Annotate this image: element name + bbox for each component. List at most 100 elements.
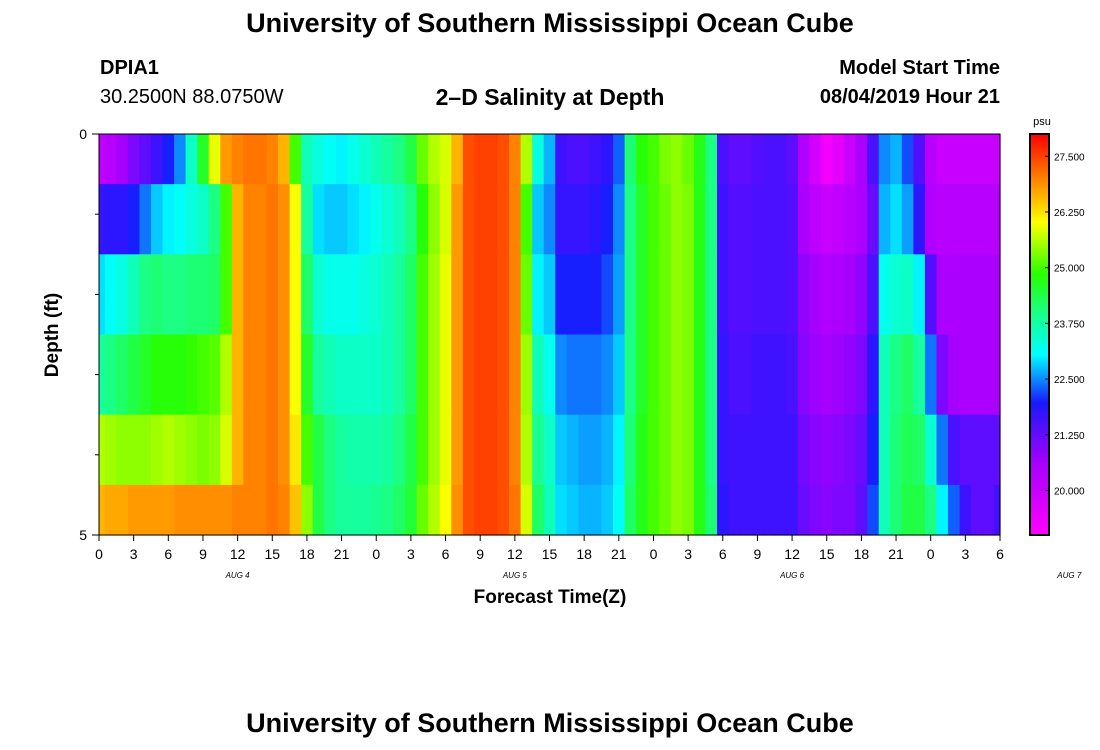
heatmap-cell bbox=[99, 334, 106, 416]
heatmap-cell bbox=[520, 184, 533, 255]
heatmap-cell bbox=[312, 414, 325, 486]
heatmap-cell bbox=[613, 254, 626, 336]
heatmap-cell bbox=[763, 184, 776, 255]
heatmap-cell bbox=[254, 134, 268, 185]
heatmap-cell bbox=[589, 334, 603, 416]
heatmap-cell bbox=[382, 134, 395, 185]
x-tick-label: 6 bbox=[442, 546, 450, 562]
heatmap-cell bbox=[728, 184, 741, 255]
heatmap-cell bbox=[716, 484, 730, 536]
heatmap-cell bbox=[682, 134, 695, 185]
heatmap-cell bbox=[809, 184, 822, 255]
heatmap-cell bbox=[705, 414, 718, 486]
heatmap-cell bbox=[820, 334, 834, 416]
x-tick-label: 12 bbox=[784, 546, 800, 562]
heatmap-cell bbox=[670, 484, 683, 536]
heatmap-cell bbox=[116, 184, 129, 255]
heatmap-cell bbox=[520, 414, 533, 486]
heatmap-cell bbox=[959, 134, 972, 185]
heatmap-cell bbox=[555, 334, 568, 416]
heatmap-cell bbox=[982, 414, 995, 486]
heatmap-cell bbox=[797, 184, 810, 255]
heatmap-cell bbox=[820, 184, 834, 255]
heatmap-cell bbox=[220, 484, 233, 536]
heatmap-cell bbox=[532, 254, 545, 336]
colorbar-tick-label: 25.000 bbox=[1054, 264, 1085, 275]
heatmap-cell bbox=[797, 134, 810, 185]
heatmap-cell bbox=[335, 484, 348, 536]
heatmap-cell bbox=[185, 484, 198, 536]
heatmap-cell bbox=[913, 134, 926, 185]
heatmap-cell bbox=[948, 254, 961, 336]
heatmap-cell bbox=[878, 484, 891, 536]
heatmap-cell bbox=[312, 254, 325, 336]
x-tick-label: 21 bbox=[888, 546, 904, 562]
heatmap-cell bbox=[462, 184, 476, 255]
heatmap-cell bbox=[532, 484, 545, 536]
heatmap-cell bbox=[405, 254, 418, 336]
heatmap-cell bbox=[601, 254, 614, 336]
heatmap-cell bbox=[774, 254, 787, 336]
heatmap-cell bbox=[220, 134, 233, 185]
heatmap-cell bbox=[532, 134, 545, 185]
heatmap-cell bbox=[832, 414, 845, 486]
heatmap-cell bbox=[844, 134, 857, 185]
heatmap-cell bbox=[555, 184, 568, 255]
heatmap-cell bbox=[982, 254, 995, 336]
heatmap-cell bbox=[797, 254, 810, 336]
heatmap-cell bbox=[428, 184, 441, 255]
heatmap-cell bbox=[971, 134, 984, 185]
heatmap-cell bbox=[878, 134, 891, 185]
heatmap-cell bbox=[982, 484, 995, 536]
heatmap-cell bbox=[324, 134, 337, 185]
heatmap-cells bbox=[99, 134, 1001, 536]
heatmap-cell bbox=[104, 254, 117, 336]
heatmap-cell bbox=[982, 334, 995, 416]
x-tick-label: 15 bbox=[264, 546, 280, 562]
heatmap-cell bbox=[543, 334, 556, 416]
heatmap-cell bbox=[566, 414, 579, 486]
heatmap-cell bbox=[855, 254, 868, 336]
heatmap-cell bbox=[971, 334, 984, 416]
heatmap-cell bbox=[370, 184, 383, 255]
x-tick-label: 3 bbox=[130, 546, 138, 562]
heatmap-cell bbox=[855, 184, 868, 255]
heatmap-cell bbox=[278, 254, 291, 336]
heatmap-cell bbox=[878, 334, 891, 416]
heatmap-cell bbox=[716, 254, 730, 336]
heatmap-cell bbox=[820, 134, 834, 185]
heatmap-cell bbox=[532, 414, 545, 486]
heatmap-cell bbox=[185, 184, 198, 255]
heatmap-cell bbox=[855, 484, 868, 536]
heatmap-cell bbox=[127, 254, 141, 336]
heatmap-cell bbox=[185, 414, 198, 486]
heatmap-cell bbox=[520, 334, 533, 416]
heatmap-cell bbox=[139, 414, 152, 486]
heatmap-cell bbox=[231, 414, 244, 486]
heatmap-cell bbox=[589, 414, 603, 486]
heatmap-cell bbox=[774, 484, 787, 536]
heatmap-cell bbox=[358, 184, 372, 255]
heatmap-cell bbox=[740, 334, 753, 416]
heatmap-cell bbox=[624, 334, 637, 416]
heatmap-cell bbox=[416, 254, 429, 336]
heatmap-cell bbox=[335, 134, 348, 185]
heatmap-cell bbox=[589, 184, 603, 255]
x-tick-label: 15 bbox=[819, 546, 835, 562]
heatmap-cell bbox=[659, 414, 672, 486]
heatmap-cell bbox=[324, 414, 337, 486]
heatmap-cell bbox=[543, 134, 556, 185]
heatmap-cell bbox=[682, 484, 695, 536]
heatmap-cell bbox=[948, 414, 961, 486]
heatmap-cell bbox=[959, 484, 972, 536]
heatmap-cell bbox=[139, 334, 152, 416]
heatmap-cell bbox=[243, 414, 256, 486]
heatmap-cell bbox=[670, 254, 683, 336]
heatmap-cell bbox=[208, 134, 221, 185]
heatmap-cell bbox=[347, 134, 360, 185]
heatmap-cell bbox=[763, 254, 776, 336]
heatmap-cell bbox=[139, 254, 152, 336]
heatmap-cell bbox=[520, 254, 533, 336]
heatmap-cell bbox=[150, 134, 164, 185]
heatmap-cell bbox=[566, 184, 579, 255]
